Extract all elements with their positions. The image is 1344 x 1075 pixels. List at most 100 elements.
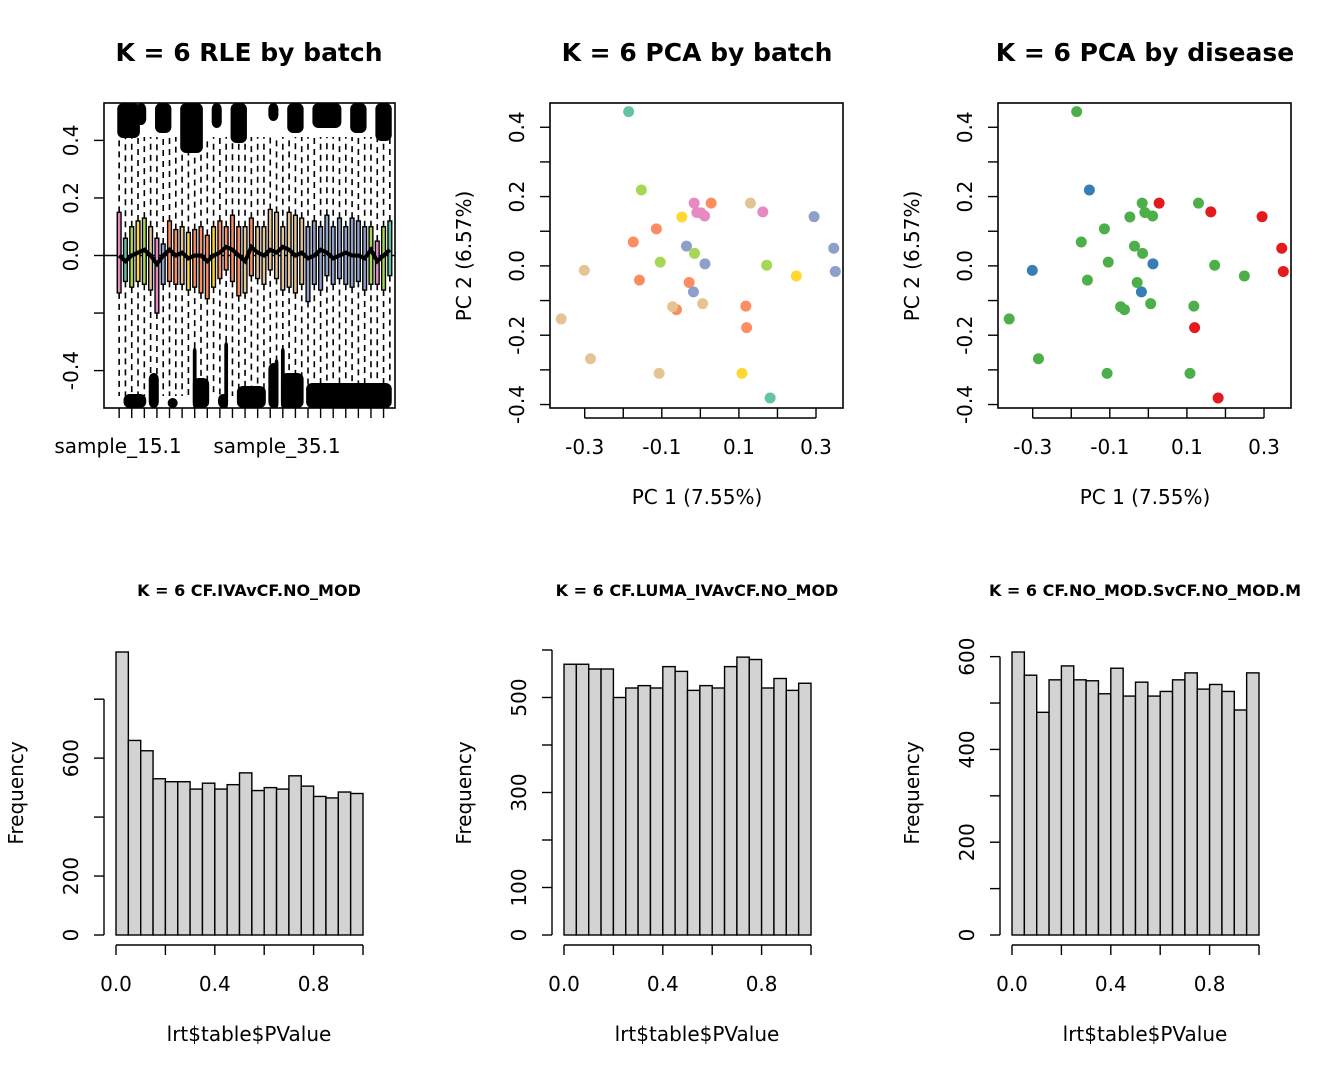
pca-disease-point bbox=[1098, 223, 1110, 235]
pca-disease-point bbox=[1081, 274, 1093, 286]
hist-ivav-title: K = 6 CF.IVAvCF.NO_MOD bbox=[137, 581, 361, 600]
hist-luma-xlabel: lrt$table$PValue bbox=[615, 1022, 780, 1046]
rle-box bbox=[198, 226, 204, 294]
hist-ivav-ytick-label: 0 bbox=[59, 929, 83, 942]
rle-box bbox=[267, 208, 273, 271]
rle-outlier-cluster-top bbox=[287, 103, 304, 133]
pca-batch-point bbox=[697, 298, 709, 310]
rle-outlier-cluster-top bbox=[375, 103, 392, 141]
rle-ytick-label: -0.4 bbox=[59, 351, 83, 390]
pca-disease-point bbox=[1118, 304, 1130, 316]
rle-ytick-label: 0.2 bbox=[59, 182, 83, 214]
pca-batch-point bbox=[828, 242, 840, 254]
pca-batch-point bbox=[790, 270, 802, 282]
rle-box bbox=[318, 226, 324, 291]
pca-batch-point bbox=[683, 277, 695, 289]
pca-batch-xtick-label: -0.3 bbox=[565, 435, 604, 459]
rle-outlier-cluster-bottom bbox=[274, 359, 279, 408]
pca-batch-point bbox=[689, 247, 701, 259]
rle-xtick-label-2: sample_35.1 bbox=[213, 434, 340, 458]
hist-nomod-bar bbox=[1048, 679, 1063, 936]
pca-batch-point bbox=[653, 367, 665, 379]
pca-disease-plot-area: -0.3 -0.1 0.1 0.3 -0.4 -0.2 0.0 0.2 0.4 bbox=[953, 102, 1292, 459]
pca-disease-point bbox=[1071, 106, 1083, 118]
hist-nomod-bar bbox=[1245, 672, 1260, 936]
pca-batch-point bbox=[688, 197, 700, 209]
rle-outlier-cluster-top bbox=[350, 103, 367, 133]
pca-disease-xtick-label: 0.1 bbox=[1171, 435, 1203, 459]
pca-batch-point bbox=[757, 206, 769, 218]
pca-batch-point bbox=[667, 301, 679, 313]
hist-ivav-xtick-label: 0.0 bbox=[100, 972, 132, 996]
hist-luma-bar bbox=[588, 668, 602, 936]
hist-nomod-bar bbox=[1023, 674, 1038, 936]
hist-ivav-ytick-label: 600 bbox=[59, 739, 83, 777]
hist-nomod-bar bbox=[1035, 711, 1050, 936]
rle-median-line bbox=[117, 243, 392, 268]
hist-luma-plot-area: 0.0 0.4 0.8 0 100 300 500 bbox=[507, 649, 812, 996]
rle-box bbox=[280, 226, 286, 291]
pca-disease-point bbox=[1188, 300, 1200, 312]
pca-batch-title: K = 6 PCA by batch bbox=[562, 38, 833, 67]
pca-batch-ytick-label: -0.4 bbox=[505, 385, 529, 424]
pca-batch-ytick-label: 0.4 bbox=[505, 111, 529, 143]
pca-batch-ylabel: PC 2 (6.57%) bbox=[452, 191, 476, 322]
rle-box bbox=[160, 243, 166, 285]
hist-luma-bar bbox=[723, 665, 738, 936]
hist-luma-bar bbox=[637, 684, 652, 936]
rle-xtick-label-1: sample_15.1 bbox=[54, 434, 181, 458]
hist-ivav-xtick-label: 0.4 bbox=[199, 972, 231, 996]
hist-luma-bar bbox=[612, 696, 627, 936]
hist-luma-ytick-label: 300 bbox=[507, 773, 531, 811]
hist-luma-bar bbox=[625, 687, 639, 936]
pca-disease-point bbox=[1189, 322, 1201, 334]
pca-batch-point bbox=[744, 197, 756, 209]
pca-batch-point bbox=[633, 274, 645, 286]
rle-box bbox=[185, 231, 191, 291]
rle-outlier-cluster-bottom bbox=[192, 378, 210, 408]
hist-ivav-panel: K = 6 CF.IVAvCF.NO_MOD 0.0 0.4 0.80200600 … bbox=[4, 581, 364, 1046]
pca-disease-point bbox=[1075, 236, 1087, 248]
pca-batch-point bbox=[699, 258, 711, 270]
rle-outlier-cluster-bottom bbox=[280, 347, 285, 408]
rle-ytick-label: 0.4 bbox=[59, 124, 83, 156]
hist-nomod-bar bbox=[1122, 695, 1137, 936]
rle-box bbox=[305, 226, 311, 303]
hist-nomod-bar bbox=[1110, 667, 1124, 936]
hist-luma-bar bbox=[674, 670, 689, 936]
pca-batch-xtick-label: 0.1 bbox=[723, 435, 755, 459]
pca-disease-point bbox=[1131, 277, 1143, 289]
rle-title: K = 6 RLE by batch bbox=[115, 38, 382, 67]
pca-disease-point bbox=[1238, 270, 1250, 282]
pca-batch-panel: K = 6 PCA by batch -0.3 -0.1 0.1 0.3-0.4-0.… bbox=[452, 38, 844, 509]
hist-luma-ytick-label: 100 bbox=[507, 868, 531, 906]
pca-disease-ytick-label: 0.2 bbox=[953, 181, 977, 213]
rle-outlier-cluster-top bbox=[312, 103, 342, 128]
hist-ivav-bar bbox=[189, 788, 204, 936]
hist-ivav-bar bbox=[349, 792, 364, 936]
hist-nomod-xtick-label: 0.8 bbox=[1194, 972, 1226, 996]
hist-nomod-bar bbox=[1171, 679, 1186, 936]
hist-nomod-title: K = 6 CF.NO_MOD.SvCF.NO_MOD.M bbox=[989, 581, 1301, 600]
rle-outlier-cluster-bottom bbox=[236, 386, 266, 408]
pca-batch-ytick-label: 0.2 bbox=[505, 181, 529, 213]
hist-luma-ytick-label: 500 bbox=[507, 678, 531, 716]
rle-box bbox=[336, 217, 343, 280]
pca-batch-point bbox=[680, 240, 692, 252]
hist-ivav-bar bbox=[238, 772, 253, 936]
hist-ivav-bar bbox=[312, 795, 327, 936]
rle-box bbox=[324, 214, 330, 277]
hist-nomod-ytick-label: 400 bbox=[955, 730, 979, 768]
rle-outlier-cluster-top bbox=[230, 103, 247, 143]
hist-luma-bar bbox=[699, 684, 713, 936]
hist-luma-bar bbox=[785, 689, 800, 936]
pca-batch-point bbox=[705, 197, 717, 209]
hist-nomod-ytick-label: 0 bbox=[955, 929, 979, 942]
pca-disease-point bbox=[1124, 211, 1136, 223]
pca-disease-point bbox=[1212, 392, 1224, 404]
pca-disease-point bbox=[1102, 256, 1114, 268]
pca-batch-point bbox=[829, 265, 841, 277]
pca-batch-point bbox=[687, 286, 699, 298]
hist-ivav-bar bbox=[325, 797, 340, 936]
hist-luma-bar bbox=[649, 687, 664, 936]
